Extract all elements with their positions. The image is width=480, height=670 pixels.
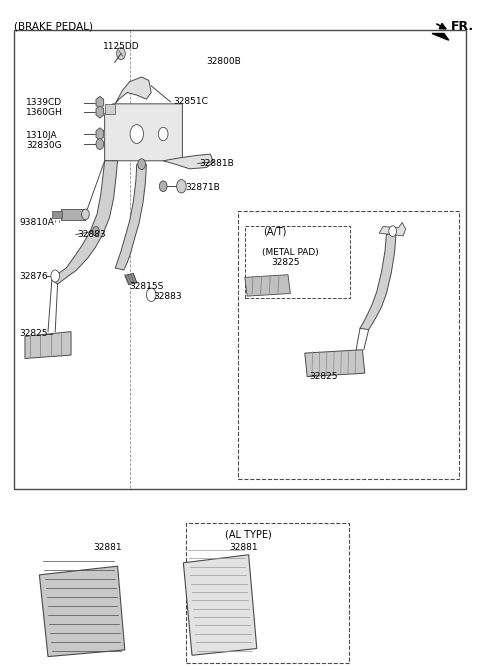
Text: 32800B: 32800B xyxy=(206,57,241,66)
Polygon shape xyxy=(96,106,104,118)
Text: 32881: 32881 xyxy=(94,543,122,552)
Polygon shape xyxy=(183,555,257,655)
Polygon shape xyxy=(125,273,137,285)
Bar xyxy=(245,226,350,298)
Text: 93810A: 93810A xyxy=(19,218,54,227)
Circle shape xyxy=(96,139,104,149)
Circle shape xyxy=(93,226,99,236)
Text: FR.: FR. xyxy=(451,20,474,34)
Text: 32883: 32883 xyxy=(154,292,182,302)
Polygon shape xyxy=(115,77,151,104)
Polygon shape xyxy=(115,164,146,270)
Circle shape xyxy=(389,226,396,237)
Text: 1125DD: 1125DD xyxy=(103,42,140,52)
Polygon shape xyxy=(96,96,104,109)
Polygon shape xyxy=(379,222,406,236)
Circle shape xyxy=(159,181,167,192)
Polygon shape xyxy=(39,566,125,657)
Circle shape xyxy=(130,125,144,143)
Bar xyxy=(14,30,466,489)
Text: 1339CD: 1339CD xyxy=(26,98,62,107)
Text: 1360GH: 1360GH xyxy=(26,108,63,117)
Polygon shape xyxy=(360,234,396,330)
Polygon shape xyxy=(105,104,182,161)
Polygon shape xyxy=(96,128,104,140)
Text: (BRAKE PEDAL): (BRAKE PEDAL) xyxy=(14,22,94,31)
Polygon shape xyxy=(305,350,365,377)
Text: 32881B: 32881B xyxy=(199,159,234,168)
Circle shape xyxy=(146,288,156,302)
Text: 32825: 32825 xyxy=(19,329,48,338)
Circle shape xyxy=(138,159,145,170)
Polygon shape xyxy=(61,209,85,220)
Text: 32871B: 32871B xyxy=(185,183,219,192)
Circle shape xyxy=(177,180,186,193)
Text: (AL TYPE): (AL TYPE) xyxy=(225,530,271,539)
Polygon shape xyxy=(432,34,449,40)
Polygon shape xyxy=(25,332,71,358)
Text: 32883: 32883 xyxy=(77,230,106,239)
Circle shape xyxy=(82,209,89,220)
Text: 32876: 32876 xyxy=(19,271,48,281)
Polygon shape xyxy=(52,161,118,284)
Polygon shape xyxy=(245,275,290,296)
Text: 32881: 32881 xyxy=(229,543,258,552)
Polygon shape xyxy=(105,104,115,114)
Text: (A/T): (A/T) xyxy=(263,226,287,236)
Polygon shape xyxy=(163,154,214,169)
Bar xyxy=(238,211,459,479)
Text: 32830G: 32830G xyxy=(26,141,62,150)
Text: 32851C: 32851C xyxy=(173,97,208,107)
Text: (METAL PAD): (METAL PAD) xyxy=(262,248,318,257)
Circle shape xyxy=(158,127,168,141)
Text: 32825: 32825 xyxy=(271,258,300,267)
Circle shape xyxy=(51,270,60,282)
Text: 32815S: 32815S xyxy=(130,282,164,291)
Polygon shape xyxy=(52,211,62,218)
Circle shape xyxy=(117,48,125,60)
Text: 1310JA: 1310JA xyxy=(26,131,58,140)
Text: 32825: 32825 xyxy=(310,372,338,381)
Bar xyxy=(186,523,349,663)
